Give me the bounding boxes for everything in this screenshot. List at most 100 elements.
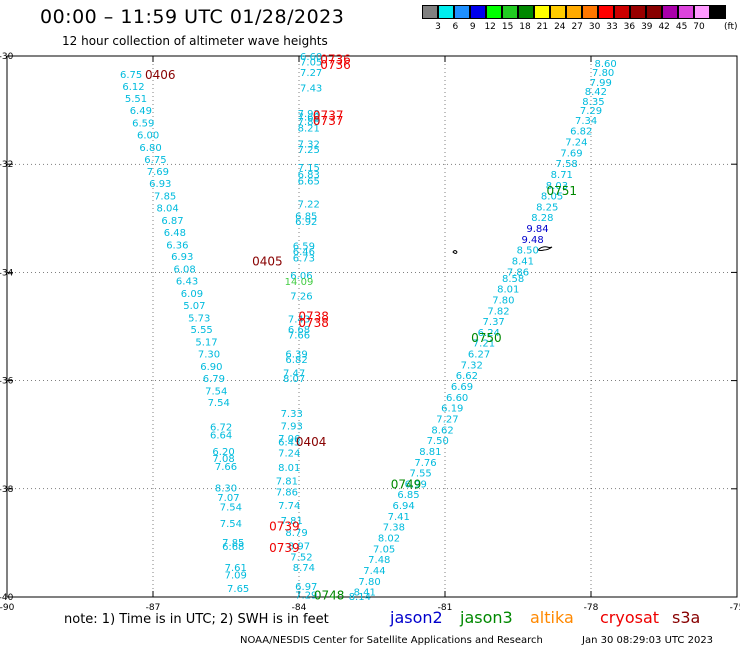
swh-reading: 7.82 — [487, 306, 509, 317]
swh-reading: 7.80 — [358, 577, 380, 588]
legend-label: 45 — [675, 22, 688, 32]
legend-swatch — [646, 5, 662, 19]
legend-label: 15 — [501, 22, 514, 32]
swh-reading: 6.60 — [300, 52, 322, 63]
pass-time-label: 0736 — [320, 58, 351, 72]
swh-reading: 6.75 — [120, 70, 142, 81]
swh-reading: 9.48 — [521, 235, 543, 246]
swh-reading: 8.03 — [546, 181, 568, 192]
swh-reading: 7.27 — [300, 68, 322, 79]
pass-time-label: 0739 — [269, 520, 300, 534]
swh-reading: 8.21 — [298, 123, 320, 134]
swh-reading: 8.74 — [293, 563, 315, 574]
satellite-jason3: jason3 — [460, 608, 513, 627]
swh-reading: 7.50 — [427, 436, 449, 447]
swh-reading: 7.54 — [205, 386, 227, 397]
swh-reading: 7.69 — [298, 113, 320, 124]
swh-reading: 6.09 — [181, 289, 203, 300]
swh-reading: 7.65 — [227, 584, 249, 595]
lon-tick-label: -78 — [584, 603, 599, 613]
swh-reading: 6.93 — [171, 252, 193, 263]
swh-reading: 7.85 — [222, 538, 244, 549]
swh-reading: 7.81 — [276, 477, 298, 488]
swh-reading: 6.85 — [295, 212, 317, 223]
swh-reading: 7.05 — [300, 57, 322, 68]
swh-reading: 7.29 — [580, 106, 602, 117]
swh-reading: 8.14 — [349, 592, 371, 603]
legend-label: 27 — [571, 22, 583, 32]
island-outline — [537, 246, 553, 251]
swh-reading: 7.27 — [436, 414, 458, 425]
lon-tick-label: -75 — [730, 603, 740, 613]
swh-reading: 6.75 — [144, 155, 166, 166]
swh-reading: 6.85 — [397, 490, 419, 501]
swh-reading: 8.41 — [354, 588, 376, 599]
legend-swatch — [710, 5, 726, 19]
swh-reading: 7.25 — [298, 145, 320, 156]
swh-reading: 7.80 — [492, 295, 514, 306]
swh-reading: 7.21 — [473, 339, 495, 350]
swh-reading: 8.35 — [582, 97, 604, 108]
swh-reading: 7.69 — [147, 167, 169, 178]
swh-reading: 6.83 — [298, 170, 320, 181]
legend-swatch — [630, 5, 646, 19]
swh-reading: 6.94 — [393, 501, 415, 512]
swh-reading: 8.28 — [531, 213, 553, 224]
legend-label: 6 — [452, 22, 459, 32]
swh-reading: 8.97 — [288, 542, 310, 553]
pass-time-label: 0750 — [471, 331, 502, 345]
pass-time-label: 0737 — [313, 108, 344, 122]
swh-reading: 6.49 — [130, 106, 152, 117]
swh-reading: 6.48 — [164, 228, 186, 239]
lat-tick-label: -40 — [0, 593, 14, 603]
swh-reading: 8.07 — [283, 374, 305, 385]
swh-reading: 6.43 — [176, 277, 198, 288]
legend-label: 18 — [519, 22, 531, 32]
satellite-cryosat: cryosat — [600, 608, 660, 627]
pass-time-label: 0738 — [298, 316, 329, 330]
legend-unit: (ft) — [724, 22, 738, 32]
map-frame — [6, 55, 738, 598]
swh-reading: 14.09 — [285, 277, 314, 288]
legend-swatch — [550, 5, 566, 19]
legend-swatch — [662, 5, 678, 19]
legend-label: 33 — [606, 22, 618, 32]
swh-reading: 6.20 — [212, 447, 234, 458]
swh-reading: 7.07 — [217, 493, 239, 504]
legend-swatch — [486, 5, 502, 19]
swh-reading: 7.48 — [368, 555, 390, 566]
swh-reading: 5.07 — [183, 301, 205, 312]
legend-label: 21 — [536, 22, 549, 32]
legend-label: 42 — [658, 22, 670, 32]
swh-reading: 8.30 — [215, 484, 237, 495]
swh-reading: 7.29 — [295, 590, 317, 601]
pass-time-label: 0751 — [547, 184, 578, 198]
swh-reading: 8.81 — [419, 447, 441, 458]
pass-time-label: 0404 — [296, 435, 327, 449]
swh-reading: 7.44 — [363, 566, 385, 577]
swh-reading: 8.58 — [502, 274, 524, 285]
swh-reading: 9.84 — [526, 224, 548, 235]
swh-reading: 8.42 — [585, 87, 607, 98]
swh-reading: 7.32 — [461, 360, 483, 371]
swh-reading: 7.88 — [298, 117, 320, 128]
swh-reading: 7.74 — [278, 501, 300, 512]
lon-tick-label: -87 — [146, 603, 161, 613]
swh-reading: 7.24 — [278, 449, 300, 460]
lat-tick-label: -36 — [0, 377, 14, 387]
swh-reading: 7.99 — [590, 78, 612, 89]
lon-tick-label: -81 — [438, 603, 453, 613]
lat-tick-label: -34 — [0, 268, 14, 278]
swh-reading: 7.47 — [283, 368, 305, 379]
swh-reading: 7.09 — [225, 570, 247, 581]
swh-reading: 5.51 — [125, 94, 147, 105]
swh-reading: 6.69 — [451, 382, 473, 393]
swh-reading: 8.01 — [497, 285, 519, 296]
lat-tick-label: -38 — [0, 485, 14, 495]
swh-reading: 7.54 — [220, 503, 242, 514]
legend-swatch — [470, 5, 486, 19]
swh-reading: 6.24 — [478, 328, 500, 339]
swh-reading: 8.50 — [517, 246, 539, 257]
timestamp-text: Jan 30 08:29:03 UTC 2023 — [582, 635, 714, 646]
